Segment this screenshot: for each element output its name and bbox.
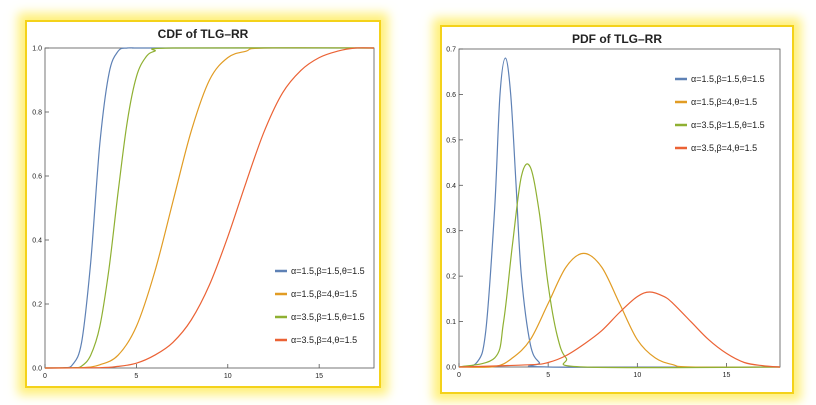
y-tick-label: 0.0	[32, 366, 42, 373]
legend-label: α=1.5,β=1.5,θ=1.5	[691, 74, 765, 84]
series-line-1	[44, 47, 374, 369]
y-tick-label: 0.4	[446, 183, 456, 190]
pdf-chart: 0 5 10 15 0.0 0.1 0.2 0.3 0.4 0.5 0.6 0.7 α=1.5,β=1.…	[446, 47, 781, 379]
y-tick-label: 0.0	[446, 365, 456, 372]
x-tick-label: 15	[315, 373, 323, 380]
chart-title: PDF of TLG–RR	[572, 32, 662, 46]
y-tick-label: 0.8	[32, 110, 42, 117]
y-tick-label: 0.2	[446, 274, 456, 281]
y-tick-label: 0.6	[32, 174, 42, 181]
y-tick-label: 0.4	[32, 238, 42, 245]
chart-title: CDF of TLG–RR	[157, 27, 249, 41]
x-tick-label: 10	[633, 372, 641, 379]
x-tick-label: 5	[546, 372, 550, 379]
legend-label: α=1.5,β=4,θ=1.5	[691, 97, 757, 107]
x-tick-label: 0	[43, 373, 47, 380]
y-tick-label: 0.6	[446, 92, 456, 99]
y-tick-label: 0.1	[446, 319, 456, 326]
y-tick-label: 0.7	[446, 47, 456, 54]
x-tick-label: 0	[457, 372, 461, 379]
series-line-2	[458, 252, 781, 368]
cdf-chart: 0 5 10 15 0.0 0.2 0.4 0.6 0.8 1.0 α=1.5,β=1.5,θ=1.…	[32, 46, 375, 380]
legend-label: α=3.5,β=4,θ=1.5	[291, 335, 357, 345]
series-line-2	[44, 47, 375, 369]
legend-label: α=1.5,β=1.5,θ=1.5	[291, 266, 365, 276]
x-tick-label: 10	[224, 373, 232, 380]
legend-label: α=3.5,β=4,θ=1.5	[691, 143, 757, 153]
series-line-3	[458, 163, 781, 369]
series-line-4	[458, 291, 781, 368]
x-tick-label: 15	[723, 372, 731, 379]
series-line-4	[44, 47, 375, 369]
series-line-3	[44, 47, 375, 369]
y-tick-label: 1.0	[32, 46, 42, 53]
legend-label: α=1.5,β=4,θ=1.5	[291, 289, 357, 299]
pdf-chart-panel: PDF of TLG–RR 0 5 10 15 0.0 0.1 0.2 0.3 0.4 0.5 0.…	[440, 25, 794, 394]
legend-label: α=3.5,β=1.5,θ=1.5	[691, 120, 765, 130]
cdf-chart-panel: CDF of TLG–RR 0 5 10 15 0.0 0.2 0.4 0.6 0.8 1.0 α=…	[25, 20, 381, 388]
y-tick-label: 0.3	[446, 228, 456, 235]
y-tick-label: 0.2	[32, 302, 42, 309]
legend-label: α=3.5,β=1.5,θ=1.5	[291, 312, 365, 322]
series-line-1	[458, 57, 781, 368]
x-tick-label: 5	[134, 373, 138, 380]
y-tick-label: 0.5	[446, 137, 456, 144]
